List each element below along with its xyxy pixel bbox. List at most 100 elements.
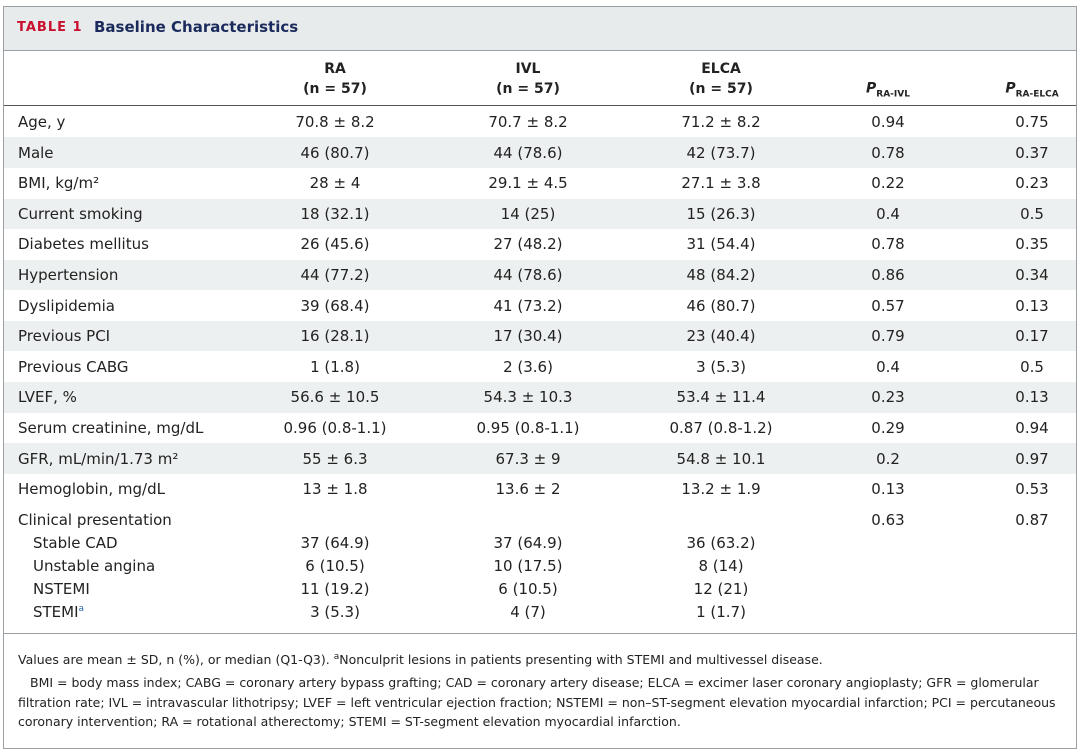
row-label: Age, y [18, 113, 66, 131]
cell: 0.63 [871, 510, 905, 529]
p-subscript: RA-ELCA [1015, 89, 1059, 100]
cell: 0.53 [1015, 480, 1049, 499]
cell: 16 (28.1) [300, 327, 370, 346]
column-subheader: (n = 57) [496, 81, 560, 97]
cell: 27.1 ± 3.8 [681, 174, 761, 193]
row-label: Previous CABG [18, 357, 129, 376]
footnote-mark: a [333, 652, 340, 662]
cell: 53.4 ± 11.4 [676, 388, 766, 407]
cell: 37 (64.9) [493, 533, 563, 552]
cell: 54.3 ± 10.3 [483, 388, 573, 407]
cell: 23 (40.4) [686, 327, 756, 346]
cell: 0.23 [1015, 174, 1049, 193]
cell: 2 (3.6) [503, 357, 553, 376]
cell: 0.13 [1015, 296, 1049, 315]
subrow-label: Unstable angina [33, 557, 155, 575]
subrow-text: STEMI [33, 602, 79, 621]
cell: 0.29 [871, 419, 905, 437]
row-shade [4, 443, 1076, 474]
cell: 17 (30.4) [493, 327, 563, 346]
cell: 4 (7) [510, 602, 546, 621]
group-label: Clinical presentation [18, 510, 172, 529]
p-symbol: P [866, 80, 877, 97]
cell: 0.96 (0.8-1.1) [283, 419, 387, 437]
subrow-label: NSTEMI [33, 580, 90, 598]
cell: 36 (63.2) [686, 533, 756, 552]
column-header: ELCA [701, 61, 741, 77]
cell: 0.37 [1015, 143, 1049, 162]
cell: 71.2 ± 8.2 [681, 113, 761, 131]
header-rule [4, 105, 1076, 106]
cell: 0.78 [871, 143, 905, 162]
cell: 13.2 ± 1.9 [681, 480, 761, 499]
cell: 6 (10.5) [305, 556, 365, 575]
column-subheader: (n = 57) [689, 81, 753, 97]
cell: 3 (5.3) [310, 602, 360, 621]
cell: 14 (25) [500, 204, 556, 223]
footer-rule [4, 633, 1076, 634]
cell: 11 (19.2) [300, 579, 370, 598]
row-label: Hypertension [18, 266, 119, 284]
column-subheader: (n = 57) [303, 81, 367, 97]
cell: 0.13 [871, 480, 905, 499]
cell: 15 (26.3) [686, 204, 756, 223]
cell: 0.78 [871, 235, 905, 254]
cell: 37 (64.9) [300, 533, 370, 552]
cell: 0.22 [871, 174, 905, 193]
row-shade [4, 382, 1076, 413]
cell: 13.6 ± 2 [495, 480, 561, 499]
cell: 46 (80.7) [300, 143, 370, 162]
cell: 0.2 [876, 449, 900, 468]
cell: 13 ± 1.8 [302, 480, 368, 499]
column-header: IVL [515, 61, 541, 77]
cell: 0.13 [1015, 388, 1049, 407]
cell: 0.57 [871, 296, 905, 315]
cell: 0.5 [1020, 204, 1044, 223]
cell: 44 (77.2) [300, 266, 370, 284]
cell: 0.34 [1015, 266, 1049, 284]
cell: 0.94 [1015, 419, 1049, 437]
cell: 70.8 ± 8.2 [295, 113, 375, 131]
cell: 0.79 [871, 327, 905, 346]
cell: 1 (1.7) [696, 602, 746, 621]
cell: 0.5 [1020, 357, 1044, 376]
cell: 12 (21) [693, 579, 749, 598]
cell: 44 (78.6) [493, 143, 563, 162]
subrow-text: Stable CAD [33, 533, 118, 552]
subrow-text: NSTEMI [33, 579, 90, 598]
frame [3, 6, 1077, 749]
p-header: PRA-ELCA [1005, 81, 1058, 100]
row-label: GFR, mL/min/1.73 m² [18, 449, 179, 468]
column-header: RA [324, 61, 346, 77]
cell: 0.4 [876, 357, 900, 376]
subrow-label: STEMIa [33, 603, 84, 621]
row-label: Previous PCI [18, 327, 111, 346]
abbreviations: BMI = body mass index; CABG = coronary a… [18, 675, 1056, 729]
row-label: Male [18, 143, 54, 162]
cell: 6 (10.5) [498, 579, 558, 598]
cell: 0.23 [871, 388, 905, 407]
cell: 27 (48.2) [493, 235, 563, 254]
cell: 67.3 ± 9 [495, 449, 561, 468]
cell: 0.94 [871, 113, 905, 131]
cell: 0.87 (0.8-1.2) [669, 419, 773, 437]
cell: 0.4 [876, 204, 900, 223]
cell: 0.97 [1015, 449, 1049, 468]
footnote-text: Nonculprit lesions in patients presentin… [339, 652, 823, 668]
cell: 3 (5.3) [696, 357, 746, 376]
cell: 29.1 ± 4.5 [488, 174, 568, 193]
row-label: LVEF, % [18, 388, 77, 407]
p-subscript: RA-IVL [876, 89, 910, 100]
cell: 48 (84.2) [686, 266, 756, 284]
cell: 42 (73.7) [686, 143, 756, 162]
row-shade [4, 320, 1076, 352]
p-symbol: P [1005, 80, 1016, 97]
subrow-text: Unstable angina [33, 556, 156, 575]
cell: 26 (45.6) [300, 235, 370, 254]
table-label: TABLE 1 [17, 20, 83, 35]
row-shade [4, 137, 1076, 168]
footnote: Values are mean ± SD, n (%), or median (… [18, 652, 823, 667]
cell: 8 (14) [698, 556, 744, 575]
cell: 0.95 (0.8-1.1) [476, 419, 580, 437]
